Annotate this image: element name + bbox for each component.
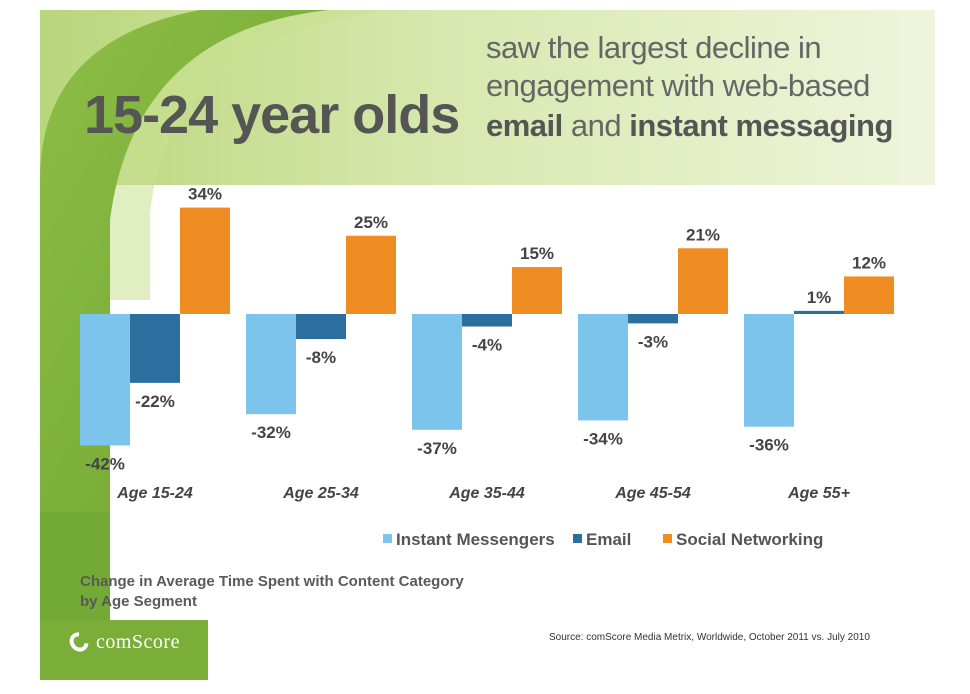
bar-instant-messengers-2	[246, 314, 296, 415]
logo-panel	[40, 620, 208, 680]
data-label-email-3: -4%	[472, 336, 502, 355]
data-label-social-networking-4: 21%	[686, 225, 720, 244]
source-note: Source: comScore Media Metrix, Worldwide…	[549, 632, 870, 643]
bar-social-networking-2	[346, 235, 396, 314]
bar-email-1	[130, 314, 180, 383]
header-band	[40, 10, 935, 185]
comscore-logo: comScore	[65, 628, 180, 656]
green-arc	[40, 10, 330, 512]
bar-social-networking-3	[512, 267, 562, 314]
headline-title: 15-24 year olds	[84, 85, 460, 145]
category-label-2: Age 25-34	[282, 485, 359, 502]
category-label-5: Age 55+	[787, 485, 850, 502]
subtitle-and: and	[562, 108, 630, 143]
caption-line-2: by Age Segment	[80, 593, 197, 610]
bar-social-networking-1	[180, 207, 230, 314]
bar-email-5	[794, 310, 844, 314]
data-label-social-networking-3: 15%	[520, 244, 554, 263]
comscore-logo-text: comScore	[96, 630, 180, 653]
data-label-email-1: -22%	[135, 392, 175, 411]
data-label-email-4: -3%	[638, 332, 668, 351]
comscore-logo-icon	[65, 628, 93, 656]
bar-instant-messengers-1	[80, 314, 130, 446]
legend-label-1: Instant Messengers	[396, 530, 555, 549]
subtitle-email: email	[486, 108, 563, 143]
data-label-social-networking-2: 25%	[354, 213, 388, 232]
bar-email-4	[628, 314, 678, 324]
data-label-instant-messengers-3: -37%	[417, 439, 457, 458]
headline-subtitle-2: engagement with web-based	[486, 68, 870, 103]
legend-swatch-2	[573, 534, 582, 543]
data-label-email-5: 1%	[807, 288, 832, 307]
bar-social-networking-5	[844, 276, 894, 314]
data-label-instant-messengers-2: -32%	[251, 423, 291, 442]
category-label-1: Age 15-24	[116, 485, 193, 502]
headline-subtitle-3: email and instant messaging	[486, 108, 893, 144]
data-label-email-2: -8%	[306, 348, 336, 367]
bar-email-3	[462, 314, 512, 327]
data-label-instant-messengers-1: -42%	[85, 454, 125, 473]
bar-instant-messengers-4	[578, 314, 628, 421]
data-label-instant-messengers-5: -36%	[749, 436, 789, 455]
legend-label-3: Social Networking	[676, 530, 823, 549]
legend-label-2: Email	[586, 530, 631, 549]
bar-social-networking-4	[678, 248, 728, 314]
data-label-social-networking-5: 12%	[852, 253, 886, 272]
caption-line-1: Change in Average Time Spent with Conten…	[80, 573, 464, 590]
data-label-instant-messengers-4: -34%	[583, 429, 623, 448]
category-label-3: Age 35-44	[448, 485, 525, 502]
bar-email-2	[296, 314, 346, 340]
category-label-4: Age 45-54	[614, 485, 691, 502]
headline-subtitle-1: saw the largest decline in	[486, 30, 822, 65]
bar-instant-messengers-3	[412, 314, 462, 430]
chart-caption: Change in Average Time Spent with Conten…	[80, 572, 464, 612]
bar-instant-messengers-5	[744, 314, 794, 427]
data-label-social-networking-1: 34%	[188, 185, 222, 204]
legend-swatch-1	[383, 534, 392, 543]
legend-swatch-3	[663, 534, 672, 543]
subtitle-instant-messaging: instant messaging	[629, 108, 893, 143]
